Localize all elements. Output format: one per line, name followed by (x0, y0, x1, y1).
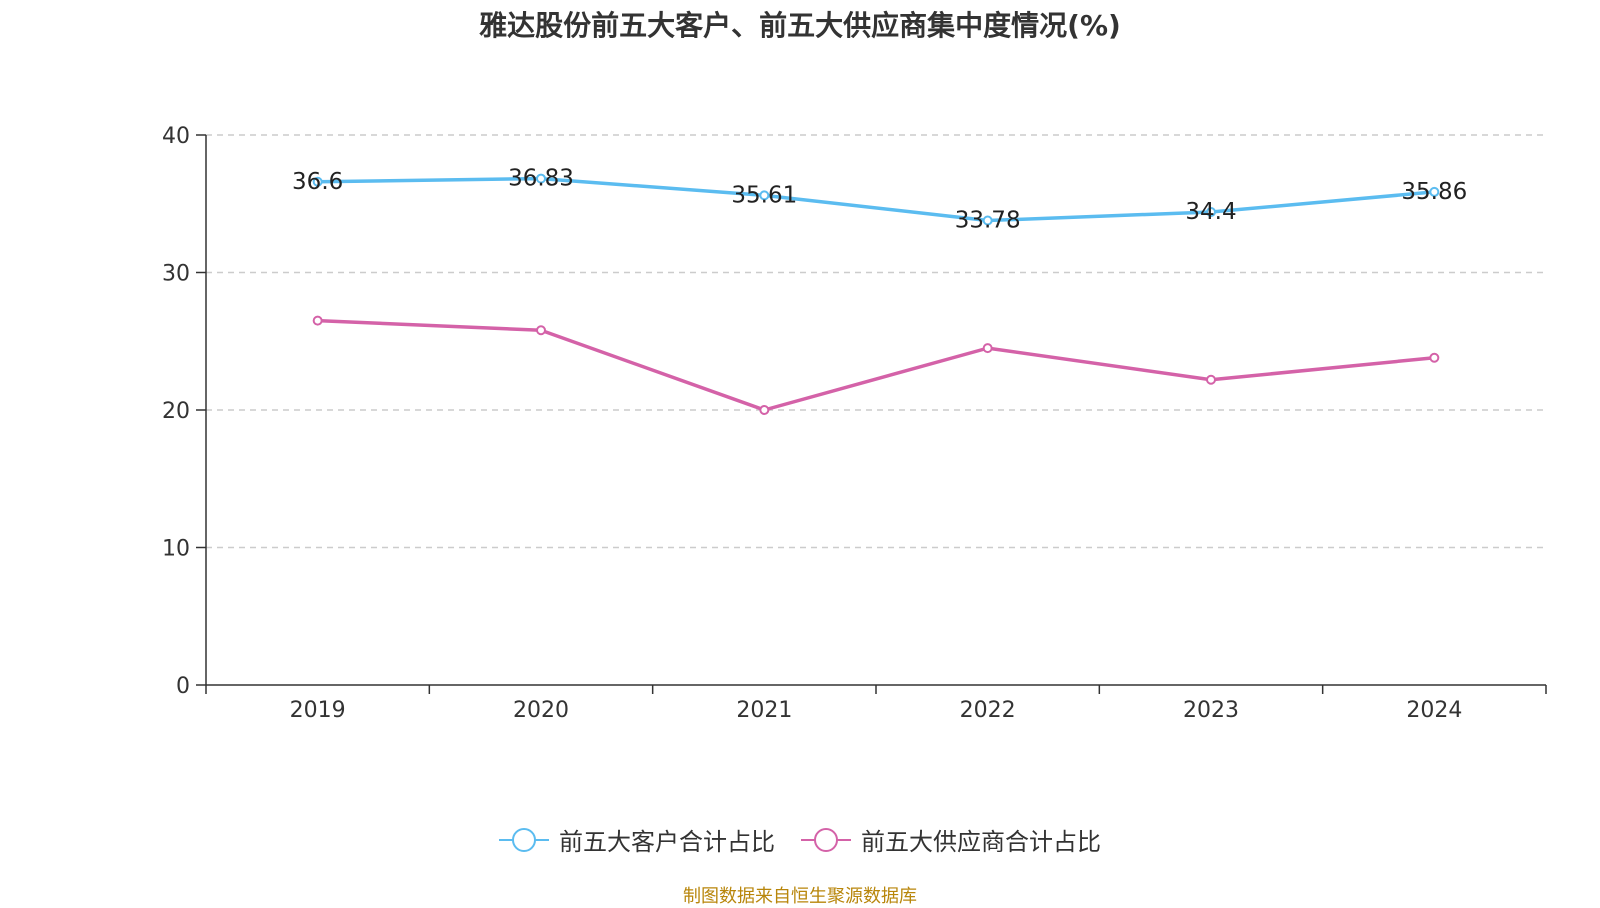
grid-lines (206, 134, 1546, 549)
data-label: 36.6 (292, 169, 343, 195)
legend-label-customers: 前五大客户合计占比 (559, 828, 775, 856)
data-point (1206, 207, 1216, 217)
data-point (312, 315, 323, 326)
data-labels: 36.6 36.83 35.61 33.78 34.4 35.86 (292, 166, 1467, 234)
data-point (982, 343, 993, 354)
legend-marker-suppliers (801, 827, 851, 852)
x-tick-label: 2021 (736, 698, 792, 723)
x-tick-label: 2023 (1183, 698, 1239, 723)
data-point (759, 405, 770, 415)
y-tick-label: 0 (176, 674, 190, 699)
data-point (1206, 374, 1216, 385)
y-tick-label: 10 (162, 537, 190, 562)
data-point (1429, 352, 1440, 363)
y-tick-label: 30 (162, 262, 190, 287)
axes: 0 10 20 30 40 2019 2020 2021 2022 2023 2024 (162, 124, 1547, 723)
data-point (1429, 186, 1440, 197)
data-label: 34.4 (1185, 199, 1236, 225)
legend-marker-customers (499, 827, 549, 852)
data-point (759, 190, 770, 201)
legend-item-customers[interactable]: 前五大客户合计占比 (499, 822, 775, 857)
series-lines (312, 173, 1440, 415)
source-note: 制图数据来自恒生聚源数据库 (683, 886, 917, 907)
y-tick-label: 20 (162, 399, 190, 424)
data-point (536, 173, 546, 184)
series-line-1 (317, 176, 1435, 223)
legend-label-suppliers: 前五大供应商合计占比 (861, 828, 1101, 856)
legend: 前五大客户合计占比 前五大供应商合计占比 (0, 822, 1600, 857)
data-label: 33.78 (955, 208, 1021, 234)
x-tick-label: 2022 (960, 698, 1016, 723)
data-label: 35.61 (731, 182, 797, 208)
data-label: 36.83 (508, 166, 574, 192)
legend-item-suppliers[interactable]: 前五大供应商合计占比 (801, 822, 1101, 857)
chart-title: 雅达股份前五大客户、前五大供应商集中度情况(%) (479, 9, 1121, 42)
data-label: 35.86 (1401, 179, 1467, 205)
x-tick-label: 2024 (1406, 698, 1462, 723)
series-line-2 (317, 318, 1435, 412)
data-point (982, 215, 993, 226)
y-tick-label: 40 (162, 124, 190, 149)
x-tick-label: 2020 (513, 698, 569, 723)
x-tick-label: 2019 (290, 698, 346, 723)
data-point (312, 176, 323, 187)
data-point (536, 325, 546, 336)
